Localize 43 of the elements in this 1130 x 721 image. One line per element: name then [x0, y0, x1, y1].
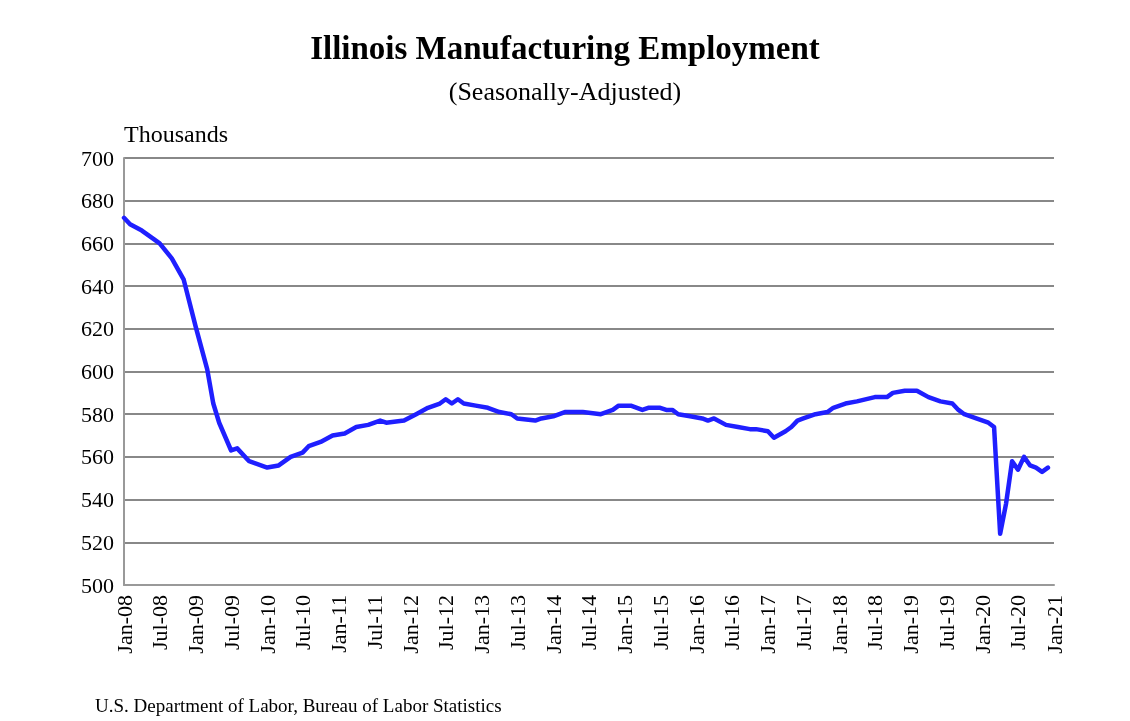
x-tick-label: Jan-10 — [254, 595, 280, 654]
line-series — [121, 215, 1051, 537]
x-tick-label: Jul-16 — [719, 595, 745, 650]
x-tick-label: Jul-11 — [361, 595, 387, 650]
y-tick-label: 560 — [81, 444, 114, 470]
chart-subtitle: (Seasonally-Adjusted) — [448, 76, 682, 106]
x-tick-label: Jul-14 — [576, 595, 602, 650]
text: U.S. Department of Labor, Bureau of Labor Statistics — [95, 695, 502, 716]
x-tick-label: Jul-08 — [147, 595, 173, 650]
x-tick-label: Jul-12 — [433, 595, 459, 650]
x-tick-label: Jan-20 — [969, 595, 995, 654]
y-tick-label: 680 — [81, 188, 114, 214]
x-tick-label: Jan-15 — [612, 595, 638, 654]
x-tick-label: Jul-15 — [647, 595, 673, 650]
x-tick-label: Jul-17 — [790, 595, 816, 650]
y-tick-label: 520 — [81, 529, 114, 555]
x-tick-label: Jan-16 — [683, 595, 709, 654]
y-tick-label: 700 — [81, 145, 114, 171]
x-tick-label: Jul-10 — [290, 595, 316, 650]
chart-title: Illinois Manufacturing Employment — [310, 29, 820, 66]
y-tick-label: 640 — [81, 273, 114, 299]
y-tick-label: 600 — [81, 359, 114, 384]
x-tick-label: Jan-08 — [111, 595, 137, 654]
y-tick-label: 540 — [81, 487, 114, 513]
x-tick-label: Jan-12 — [397, 595, 423, 654]
x-tick-label: Jul-20 — [1005, 595, 1031, 650]
y-tick-label: 580 — [81, 401, 114, 427]
x-tick-label: Jul-09 — [218, 595, 244, 650]
y-axis-title: Thousands — [124, 121, 228, 147]
x-tick-label: Jul-13 — [504, 595, 530, 650]
x-tick-label: Jan-09 — [183, 595, 209, 654]
y-tick-label: 620 — [81, 316, 114, 342]
x-tick-label: Jul-19 — [933, 595, 959, 650]
x-tick-label: Jan-14 — [540, 595, 566, 654]
y-tick-label: 500 — [81, 572, 114, 598]
x-tick-label: Jan-18 — [826, 595, 852, 654]
x-tick-label: Jul-18 — [862, 595, 888, 650]
x-tick-label: Jan-13 — [469, 595, 495, 654]
y-tick-label: 660 — [81, 230, 114, 256]
x-tick-label: Jan-11 — [326, 595, 352, 653]
x-tick-label: Jan-19 — [898, 595, 924, 654]
x-tick-label: Jan-17 — [755, 595, 781, 654]
x-tick-label: Jan-21 — [1041, 595, 1067, 654]
